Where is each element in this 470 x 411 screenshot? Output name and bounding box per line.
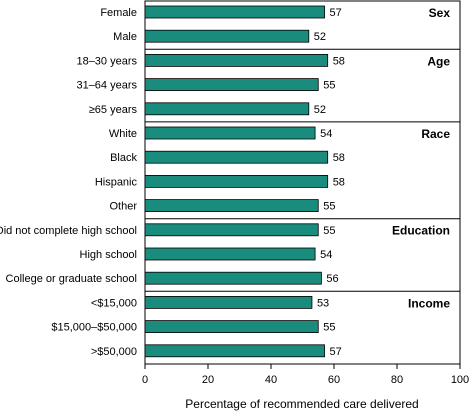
group-title-education: Education — [392, 224, 450, 238]
x-axis-label: Percentage of recommended care delivered — [185, 397, 418, 411]
x-tick-label: 60 — [328, 374, 340, 386]
x-tick-label: 80 — [391, 374, 403, 386]
category-label: Hispanic — [95, 176, 138, 188]
value-label: 57 — [330, 7, 342, 19]
bar — [144, 223, 319, 237]
category-label: Male — [113, 31, 137, 43]
category-label: Female — [100, 7, 137, 19]
bar — [144, 29, 310, 43]
value-label: 57 — [330, 346, 342, 358]
bar — [144, 78, 319, 91]
category-label: ≥65 years — [89, 104, 138, 116]
bar — [144, 344, 325, 358]
value-label: 56 — [326, 273, 338, 285]
group-title-race: Race — [421, 127, 450, 141]
x-tick-label: 20 — [202, 374, 214, 386]
bar — [144, 320, 319, 334]
bar — [144, 150, 329, 164]
group-title-sex: Sex — [429, 6, 451, 20]
value-label: 58 — [333, 152, 345, 164]
value-label: 52 — [314, 104, 326, 116]
category-label: High school — [80, 249, 137, 261]
bar — [144, 5, 325, 19]
plot-frame-layer — [144, 0, 461, 369]
x-tick-label: 0 — [142, 374, 148, 386]
bar — [144, 54, 329, 67]
value-label: 53 — [317, 297, 329, 309]
group-title-income: Income — [408, 296, 450, 310]
value-label: 54 — [320, 128, 332, 140]
value-label: 55 — [323, 201, 335, 213]
bar — [144, 271, 322, 285]
bar — [144, 199, 319, 213]
text-layer: Sex Female 57 Male 52 Age 18–30 years 58 31–64 y… — [0, 6, 469, 386]
value-label: 55 — [323, 225, 335, 237]
category-label: Other — [109, 201, 137, 213]
x-tick-label: 100 — [451, 374, 469, 386]
category-label: Black — [110, 152, 137, 164]
x-tick-label: 40 — [265, 374, 277, 386]
category-label: 31–64 years — [76, 80, 137, 92]
category-label: White — [109, 128, 137, 140]
category-label: 18–30 years — [76, 55, 137, 67]
group-title-age: Age — [427, 54, 450, 68]
bar — [144, 247, 316, 261]
bar — [144, 295, 313, 309]
value-label: 55 — [323, 80, 335, 92]
bar — [144, 126, 316, 140]
bar — [144, 102, 310, 116]
bar-layer — [144, 5, 329, 358]
value-label: 58 — [333, 176, 345, 188]
value-label: 55 — [323, 322, 335, 334]
bar — [144, 174, 329, 188]
category-label: Did not complete high school — [0, 225, 137, 237]
category-label: <$15,000 — [91, 297, 137, 309]
value-label: 54 — [320, 249, 332, 261]
value-label: 52 — [314, 31, 326, 43]
value-label: 58 — [333, 55, 345, 67]
category-label: $15,000–$50,000 — [51, 322, 137, 334]
category-label: >$50,000 — [91, 346, 137, 358]
category-label: College or graduate school — [6, 273, 137, 285]
